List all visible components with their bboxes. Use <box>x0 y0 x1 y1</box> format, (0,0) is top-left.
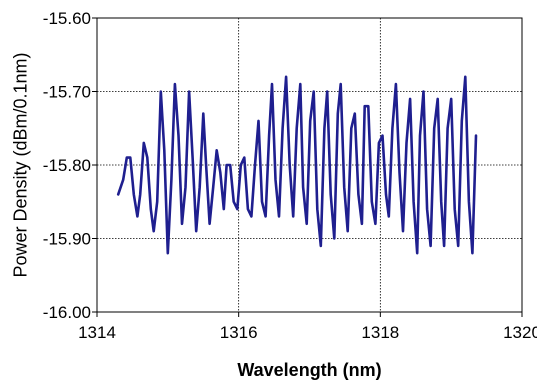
series-group <box>116 75 478 255</box>
y-tick-label: -16.00 <box>43 303 91 322</box>
tick-labels: 1314 1316 1318 1320 -15.60 -15.70 -15.80 -15.90… <box>43 9 537 342</box>
x-axis-title: Wavelength (nm) <box>237 360 381 380</box>
y-tick-label: -15.60 <box>43 9 91 28</box>
x-tick-label: 1318 <box>361 323 399 342</box>
axis-ticks <box>92 17 523 317</box>
y-tick-label: -15.90 <box>43 230 91 249</box>
y-tick-label: -15.80 <box>43 156 91 175</box>
x-tick-label: 1314 <box>78 323 116 342</box>
x-tick-label: 1320 <box>503 323 537 342</box>
y-axis-title: Power Density (dBm/0.1nm) <box>10 52 30 277</box>
y-tick-label: -15.70 <box>43 83 91 102</box>
series-line <box>116 75 478 255</box>
x-tick-label: 1316 <box>220 323 258 342</box>
grid-lines <box>97 18 522 312</box>
